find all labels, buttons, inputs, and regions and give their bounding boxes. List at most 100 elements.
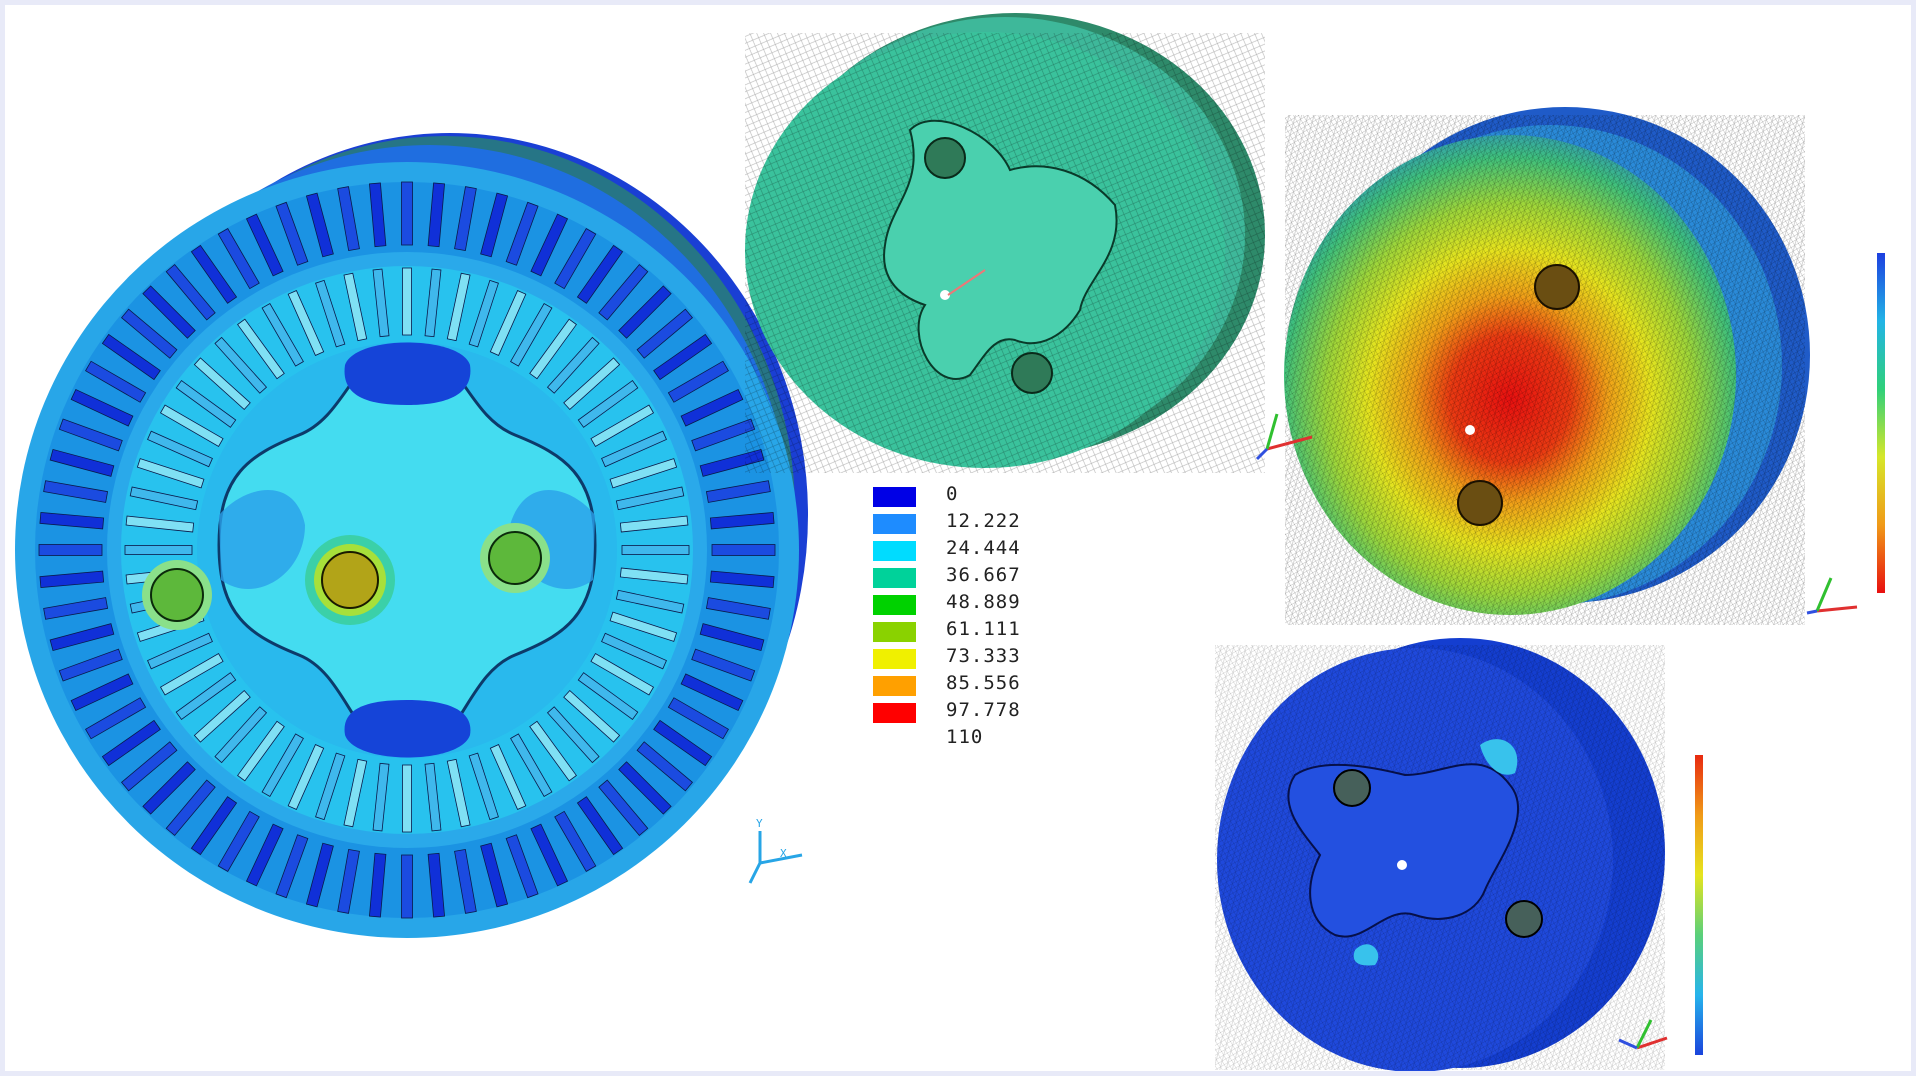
stator-slot <box>577 672 639 720</box>
stator-slot <box>193 357 251 411</box>
stator-slot <box>468 279 499 348</box>
stator-slot <box>427 182 445 248</box>
legend-row: 97.778 <box>873 699 1073 726</box>
stator-slot <box>619 567 689 585</box>
legend-swatch <box>873 595 916 615</box>
stator-slot <box>454 186 477 252</box>
fea-render-large-rotor: Y X <box>15 13 1858 1071</box>
legend-swatch <box>873 703 916 723</box>
stator-slot <box>261 302 304 367</box>
legend-swatch <box>873 487 916 507</box>
stator-slot <box>576 244 624 304</box>
stator-slot <box>372 268 390 338</box>
stator-slot <box>147 430 213 468</box>
stator-slot <box>401 854 413 919</box>
stator-slot <box>43 597 109 620</box>
stator-slot <box>505 834 539 899</box>
stator-slot <box>653 719 713 767</box>
stator-slot <box>190 796 238 856</box>
stator-slot <box>217 228 260 290</box>
stator-slot <box>287 744 325 810</box>
legend-row: 24.444 <box>873 537 1073 564</box>
stator-slot <box>58 648 123 682</box>
svg-text:X: X <box>780 847 787 860</box>
stator-slot <box>275 201 309 266</box>
stator-slot <box>175 380 237 428</box>
stator-slot <box>446 272 471 342</box>
stator-slot <box>245 213 284 277</box>
stator-slot <box>43 480 109 503</box>
stator-slot <box>136 458 205 489</box>
stator-slot <box>287 290 325 356</box>
legend-label: 12.222 <box>946 510 1021 532</box>
stator-slot <box>489 290 527 356</box>
legend-label: 85.556 <box>946 672 1021 694</box>
stator-slot <box>601 430 667 468</box>
stator-slot <box>305 842 334 908</box>
stator-slot <box>598 263 649 321</box>
stator-slot <box>598 779 649 837</box>
legend-label: 24.444 <box>946 537 1021 559</box>
stator-slot <box>530 823 569 887</box>
stator-slot <box>601 632 667 670</box>
stator-slot <box>546 336 600 394</box>
stator-slot <box>165 263 216 321</box>
stator-slot <box>636 308 694 359</box>
stator-slot <box>39 512 105 530</box>
legend-row: 48.889 <box>873 591 1073 618</box>
stator-slot <box>401 181 413 246</box>
stator-slot <box>39 570 105 588</box>
stator-slot <box>101 719 161 767</box>
stator-slot <box>609 458 678 489</box>
stator-slot <box>120 308 178 359</box>
axis-triad-main: Y X <box>748 817 803 884</box>
stator-slot <box>369 182 387 248</box>
legend-label: 110 <box>946 726 984 748</box>
legend-label: 0 <box>946 483 959 505</box>
stator-slot <box>576 796 624 856</box>
mini-colorbar-top-right <box>1877 253 1907 593</box>
stator-slot <box>667 697 729 740</box>
stator-slot <box>529 720 577 782</box>
stator-slot <box>245 823 284 887</box>
stator-slot <box>609 611 678 642</box>
stator-slot <box>85 360 147 403</box>
stator-slot <box>680 673 744 712</box>
stator-slot <box>125 515 195 533</box>
svg-text:Y: Y <box>756 817 763 830</box>
stator-slot <box>214 336 268 394</box>
stator-slot <box>711 544 776 556</box>
stator-slot <box>175 672 237 720</box>
stator-slot <box>372 762 390 832</box>
stator-slot <box>142 761 196 815</box>
stator-slot <box>275 834 309 899</box>
stator-slot <box>680 388 744 427</box>
stator-slot <box>343 758 368 828</box>
fea-render-top-middle <box>745 13 1265 473</box>
stator-slot <box>636 741 694 792</box>
fea-render-bottom-right <box>1215 638 1668 1071</box>
stator-slot <box>618 761 672 815</box>
viewport-canvas[interactable]: Y X <box>5 5 1911 1071</box>
stator-slot <box>315 752 346 821</box>
legend-row: 36.667 <box>873 564 1073 591</box>
stator-slot <box>621 545 690 555</box>
legend-row: 110 <box>873 726 1073 753</box>
stator-slot <box>165 779 216 837</box>
stator-slot <box>70 673 134 712</box>
stator-slot <box>705 480 771 503</box>
stator-slot <box>49 448 115 477</box>
stator-slot <box>402 764 412 833</box>
stator-slot <box>124 545 193 555</box>
legend-row: 73.333 <box>873 645 1073 672</box>
legend-swatch <box>873 568 916 588</box>
stator-slot <box>510 733 553 798</box>
stator-slot <box>337 186 360 252</box>
stator-slot <box>193 689 251 743</box>
stator-slot <box>489 744 527 810</box>
mini-colorbar-bottom-right <box>1695 755 1725 1055</box>
stator-slot <box>468 752 499 821</box>
stator-slot <box>70 388 134 427</box>
stator-slot <box>615 589 685 614</box>
legend-swatch <box>873 622 916 642</box>
